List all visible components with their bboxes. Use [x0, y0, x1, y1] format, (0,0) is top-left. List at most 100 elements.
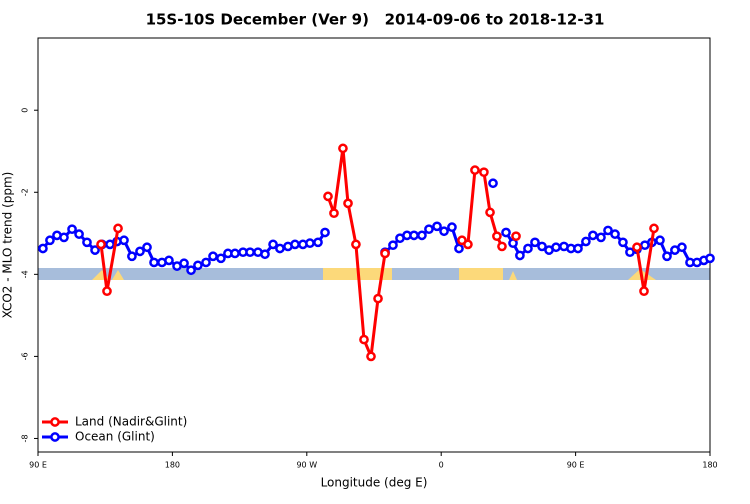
- data-point: [179, 258, 189, 269]
- data-point: [208, 251, 218, 262]
- data-point: [417, 230, 427, 241]
- data-point: [275, 243, 285, 254]
- data-point: [201, 257, 211, 268]
- x-tick-label: 180: [165, 461, 180, 470]
- land-band: [509, 271, 517, 280]
- data-point: [351, 239, 361, 250]
- plot-frame: [37, 37, 711, 453]
- data-point: [511, 231, 521, 242]
- data-point: [268, 239, 278, 250]
- data-point: [596, 232, 606, 243]
- data-point: [492, 231, 502, 242]
- y-tick-label: 0: [21, 108, 30, 113]
- data-point: [530, 237, 540, 248]
- x-tick-label: 180: [702, 461, 717, 470]
- data-point: [551, 242, 561, 253]
- data-point: [142, 242, 152, 253]
- data-point: [447, 222, 457, 233]
- data-point: [380, 248, 390, 259]
- legend-label: Ocean (Glint): [75, 430, 155, 444]
- data-point: [186, 265, 196, 276]
- data-point: [573, 243, 583, 254]
- data-point: [366, 351, 376, 362]
- data-point: [102, 286, 112, 297]
- data-point: [501, 227, 511, 238]
- data-point: [537, 241, 547, 252]
- land-band: [112, 270, 124, 280]
- y-tick-label: -2: [21, 188, 30, 196]
- data-point: [655, 235, 665, 246]
- data-point: [705, 253, 715, 264]
- data-point: [90, 245, 100, 255]
- data-point: [463, 239, 473, 250]
- data-point: [523, 243, 533, 254]
- data-point: [373, 293, 383, 304]
- y-tick-label: -8: [21, 434, 30, 442]
- data-point: [245, 247, 255, 258]
- legend-marker: [50, 432, 60, 442]
- data-point: [485, 207, 495, 218]
- data-point: [610, 229, 620, 239]
- data-point: [432, 221, 442, 232]
- data-point: [662, 251, 672, 262]
- data-point: [424, 224, 434, 235]
- data-point: [135, 246, 145, 257]
- data-point: [639, 286, 649, 297]
- data-point: [338, 143, 348, 154]
- data-point: [290, 239, 300, 250]
- x-tick-label: 0: [439, 461, 444, 470]
- data-point: [230, 248, 240, 259]
- data-point: [479, 167, 489, 178]
- legend-marker: [50, 417, 60, 427]
- data-point: [329, 208, 339, 219]
- data-point: [313, 237, 323, 248]
- data-point: [439, 226, 449, 237]
- data-point: [127, 251, 137, 262]
- data-point: [409, 230, 419, 241]
- data-point: [581, 236, 591, 247]
- data-point: [470, 165, 480, 175]
- data-point: [305, 238, 315, 249]
- x-axis-label: Longitude (deg E): [321, 476, 428, 490]
- y-tick-label: -4: [21, 270, 30, 278]
- data-point: [488, 178, 498, 189]
- data-point: [343, 198, 353, 209]
- chart-title: 15S-10S December (Ver 9) 2014-09-06 to 2…: [146, 11, 605, 29]
- data-point: [67, 224, 77, 235]
- y-tick-label: -6: [21, 352, 30, 360]
- data-point: [359, 334, 369, 345]
- data-point: [45, 235, 55, 246]
- legend: Land (Nadir&Glint)Ocean (Glint): [42, 415, 187, 444]
- data-point: [323, 191, 333, 202]
- data-point: [260, 249, 270, 260]
- data-point: [618, 237, 628, 248]
- data-point: [149, 257, 159, 268]
- data-point: [388, 240, 398, 251]
- data-point: [588, 230, 598, 241]
- data-point: [515, 250, 525, 261]
- data-point: [320, 227, 330, 238]
- data-point: [59, 232, 69, 243]
- data-point: [677, 242, 687, 253]
- data-point: [193, 260, 203, 271]
- surface-mask: [38, 268, 710, 280]
- data-point: [38, 243, 48, 254]
- data-point: [113, 223, 123, 234]
- data-point: [497, 241, 507, 252]
- x-tick-label: 90 W: [296, 461, 317, 470]
- data-point: [603, 225, 613, 236]
- x-tick-label: 90 E: [29, 461, 47, 470]
- y-axis-label: XCO2 - MLO trend (ppm): [1, 172, 15, 319]
- data-point: [96, 239, 106, 250]
- land-band: [459, 268, 503, 280]
- data-point: [649, 223, 659, 234]
- legend-label: Land (Nadir&Glint): [75, 415, 187, 429]
- data-point: [216, 253, 226, 264]
- data-point: [82, 237, 92, 248]
- x-tick-label: 90 E: [567, 461, 585, 470]
- data-point: [74, 229, 84, 239]
- data-point: [164, 255, 174, 266]
- data-point: [632, 242, 642, 253]
